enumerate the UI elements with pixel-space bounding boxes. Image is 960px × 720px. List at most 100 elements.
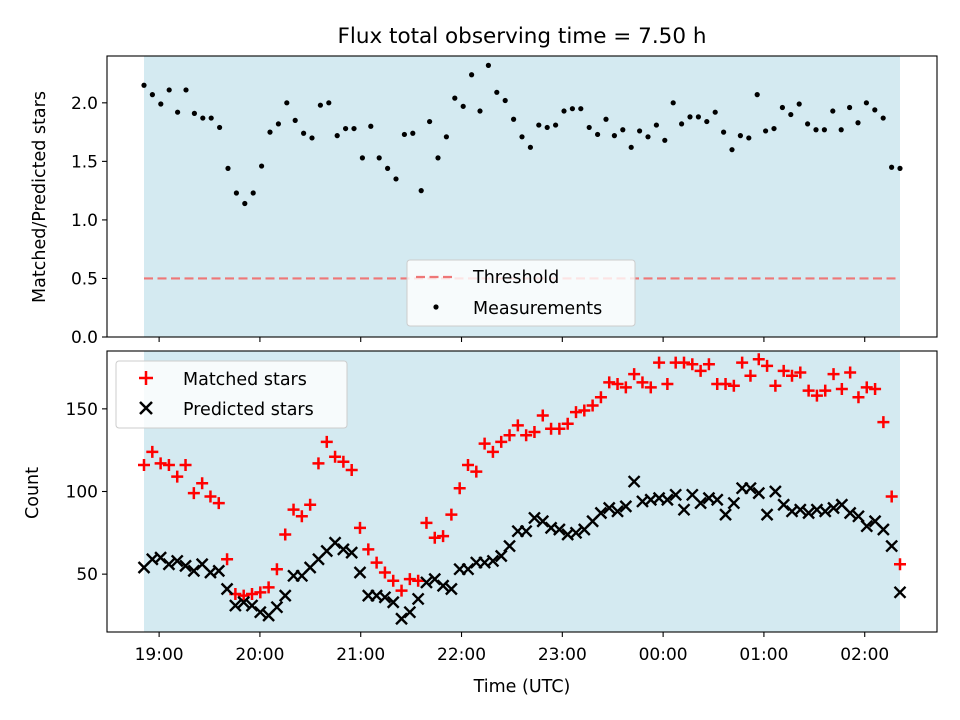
matched-star-point [329, 450, 342, 463]
measurement-point [872, 107, 878, 113]
bottom-panel: 50 100 150 19:00 20:00 21:00 22:00 23:00 00:00 0… [23, 350, 938, 697]
measurement-point [510, 116, 517, 122]
matched-star-point [378, 566, 391, 579]
bottom-x-ticks: 19:00 20:00 21:00 22:00 23:00 00:00 01:00 02:00 [135, 632, 889, 665]
predicted-star-point [486, 554, 500, 568]
matched-star-point [503, 429, 516, 442]
predicted-star-point [627, 475, 641, 488]
matched-star-point [437, 530, 450, 543]
matched-star-point [794, 366, 807, 379]
measurement-point [351, 125, 357, 132]
measurement-point [460, 103, 466, 109]
x-tick-label: 21:00 [336, 645, 385, 665]
measurement-point [183, 87, 189, 93]
predicted-star-point [760, 508, 774, 521]
predicted-star-point [353, 566, 367, 579]
measurement-point [687, 114, 693, 120]
measurement-point [376, 155, 382, 161]
matched-star-point [295, 510, 308, 523]
measurement-point [410, 130, 416, 136]
predicted-star-point [727, 496, 741, 510]
matched-star-point [204, 490, 217, 503]
measurement-point [544, 124, 550, 131]
measurement-point [889, 164, 895, 170]
measurement-point [830, 108, 836, 114]
measurement-point [897, 165, 903, 171]
matched-star-point [570, 406, 582, 419]
measurement-point [385, 165, 391, 171]
x-axis-label: Time (UTC) [473, 677, 571, 697]
predicted-star-point [602, 501, 616, 515]
legend-predicted-label: Predicted stars [183, 400, 314, 420]
measurement-point [284, 100, 290, 106]
predicted-star-point [793, 503, 807, 517]
matched-star-point [686, 358, 699, 371]
matched-star-point [786, 369, 798, 382]
measurement-point [578, 106, 584, 112]
matched-star-point [653, 356, 666, 369]
legend-matched-marker [139, 371, 153, 385]
measurement-point [611, 133, 618, 139]
top-y-axis-label: Matched/Predicted stars [30, 91, 50, 303]
measurement-point [141, 82, 147, 88]
measurement-point [401, 131, 407, 138]
measurement-point [527, 144, 534, 150]
matched-star-point [702, 358, 715, 371]
matched-star-point [644, 381, 657, 394]
measurement-point [805, 121, 811, 127]
predicted-star-point [669, 488, 683, 502]
predicted-star-point [885, 539, 899, 553]
measurement-point [855, 120, 861, 126]
matched-star-point [403, 573, 416, 586]
measurement-point [838, 127, 844, 133]
measurement-point [754, 92, 760, 98]
legend-predicted-marker [139, 401, 153, 415]
matched-star-point [586, 399, 599, 412]
matched-star-point [420, 516, 433, 529]
predicted-star-point [220, 582, 234, 596]
top-y-tick-label: 0.5 [71, 269, 98, 289]
predicted-star-point [345, 546, 359, 560]
matched-star-point [611, 378, 624, 391]
measurement-point [863, 100, 870, 106]
measurement-point [267, 129, 273, 135]
measurement-point [561, 108, 567, 114]
matched-star-point [628, 368, 641, 381]
x-tick-label: 01:00 [739, 645, 788, 665]
measurement-point [603, 116, 609, 122]
matched-star-point [495, 435, 508, 448]
matched-star-point [287, 503, 300, 516]
predicted-stars-points [137, 475, 907, 626]
top-panel: 0.00.51.01.52.0 Matched/Predicted stars … [30, 55, 938, 348]
measurement-point [712, 109, 718, 115]
top-y-tick-label: 2.0 [71, 94, 98, 114]
predicted-star-point [403, 605, 417, 619]
measurement-point [788, 111, 794, 118]
matched-star-point [478, 437, 491, 450]
predicted-star-point [270, 600, 284, 614]
bottom-y-ticks: 50 100 150 [66, 400, 107, 585]
x-tick-label: 19:00 [135, 645, 184, 665]
predicted-star-point [528, 511, 541, 525]
matched-star-point [511, 419, 524, 432]
matched-star-point [885, 490, 898, 503]
measurement-point [796, 101, 802, 107]
matched-star-point [869, 383, 882, 396]
measurement-point [259, 163, 265, 169]
matched-star-point [445, 508, 458, 521]
measurement-point [485, 62, 491, 68]
measurement-point [242, 200, 248, 207]
matched-star-point [578, 404, 591, 417]
top-legend-box [406, 259, 636, 327]
predicted-star-point [710, 493, 724, 507]
matched-star-point [852, 391, 865, 404]
predicted-star-point [802, 506, 815, 520]
measurement-point [847, 104, 853, 111]
matched-star-point [827, 368, 840, 381]
matched-star-point [761, 359, 774, 372]
predicted-star-point [378, 590, 392, 604]
measurement-point [275, 121, 281, 127]
predicted-star-point [253, 605, 267, 619]
matched-star-point [254, 586, 267, 599]
